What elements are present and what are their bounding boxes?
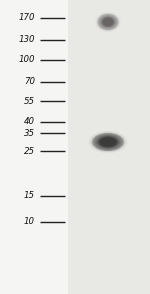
Ellipse shape <box>91 132 125 152</box>
Ellipse shape <box>95 135 121 149</box>
Ellipse shape <box>98 14 118 30</box>
Text: 15: 15 <box>24 191 35 201</box>
Ellipse shape <box>98 14 118 30</box>
Ellipse shape <box>92 133 124 151</box>
Ellipse shape <box>101 138 115 146</box>
FancyBboxPatch shape <box>68 0 150 294</box>
Ellipse shape <box>100 16 116 28</box>
Text: 25: 25 <box>24 146 35 156</box>
Ellipse shape <box>98 14 118 30</box>
Text: 100: 100 <box>18 56 35 64</box>
Ellipse shape <box>103 18 113 26</box>
Ellipse shape <box>102 17 114 27</box>
Ellipse shape <box>92 133 124 151</box>
Ellipse shape <box>90 132 126 152</box>
Ellipse shape <box>99 137 117 147</box>
Ellipse shape <box>99 15 117 29</box>
Ellipse shape <box>100 137 116 147</box>
Text: 70: 70 <box>24 78 35 86</box>
Text: 130: 130 <box>18 36 35 44</box>
Text: 10: 10 <box>24 218 35 226</box>
Text: 55: 55 <box>24 96 35 106</box>
Ellipse shape <box>102 138 114 146</box>
Ellipse shape <box>98 136 118 148</box>
Ellipse shape <box>102 18 114 26</box>
Ellipse shape <box>104 19 112 25</box>
Ellipse shape <box>100 15 116 29</box>
Ellipse shape <box>99 137 117 147</box>
Ellipse shape <box>94 134 122 150</box>
Ellipse shape <box>101 16 115 28</box>
Ellipse shape <box>96 136 120 148</box>
Ellipse shape <box>93 133 123 151</box>
Ellipse shape <box>102 17 114 27</box>
Text: 40: 40 <box>24 118 35 126</box>
Ellipse shape <box>97 13 119 31</box>
Text: 35: 35 <box>24 128 35 138</box>
Text: 170: 170 <box>18 14 35 23</box>
